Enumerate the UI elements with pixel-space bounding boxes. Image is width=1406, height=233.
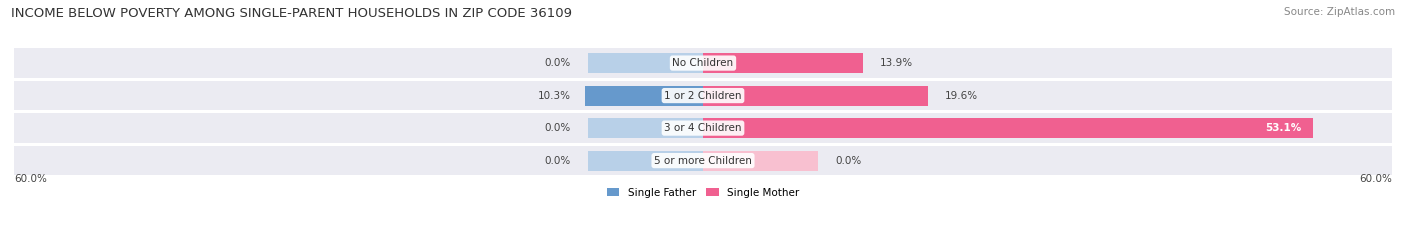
Text: 0.0%: 0.0% [544,58,571,68]
Bar [588,86,703,106]
Text: 0.0%: 0.0% [835,156,862,166]
Bar [703,53,863,73]
Legend: Single Father, Single Mother: Single Father, Single Mother [603,183,803,202]
Bar [14,146,1392,175]
Text: 53.1%: 53.1% [1265,123,1301,133]
Bar [14,81,1392,110]
Bar [585,86,703,106]
Text: 0.0%: 0.0% [544,156,571,166]
Bar [703,86,928,106]
Bar [588,53,703,73]
Text: 3 or 4 Children: 3 or 4 Children [664,123,742,133]
Bar [703,151,818,171]
Bar [703,118,1313,138]
Bar [703,118,818,138]
Text: 5 or more Children: 5 or more Children [654,156,752,166]
Text: 60.0%: 60.0% [1360,175,1392,185]
Text: 60.0%: 60.0% [14,175,46,185]
Text: 19.6%: 19.6% [945,91,979,101]
Text: INCOME BELOW POVERTY AMONG SINGLE-PARENT HOUSEHOLDS IN ZIP CODE 36109: INCOME BELOW POVERTY AMONG SINGLE-PARENT… [11,7,572,20]
Text: Source: ZipAtlas.com: Source: ZipAtlas.com [1284,7,1395,17]
Bar [588,118,703,138]
Bar [588,151,703,171]
Text: 13.9%: 13.9% [880,58,912,68]
Bar [703,86,818,106]
Bar [14,48,1392,78]
Text: 10.3%: 10.3% [538,91,571,101]
Bar [703,53,818,73]
Text: No Children: No Children [672,58,734,68]
Bar [14,113,1392,143]
Text: 1 or 2 Children: 1 or 2 Children [664,91,742,101]
Text: 0.0%: 0.0% [544,123,571,133]
